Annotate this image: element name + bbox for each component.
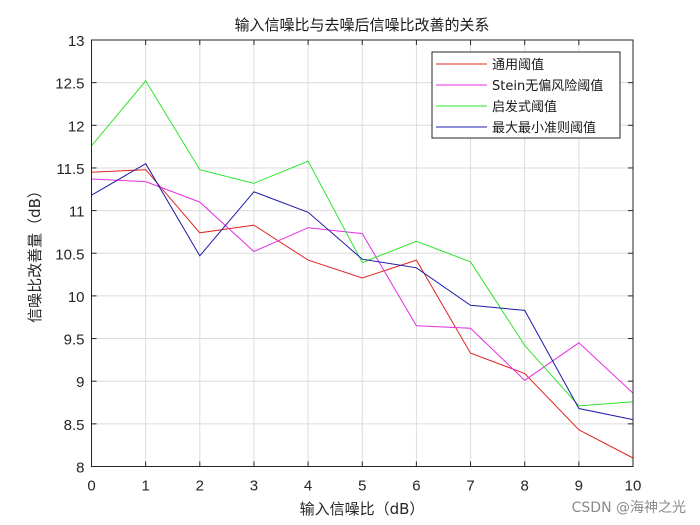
series-line-0 (91, 169, 634, 459)
legend-label: 通用阈值 (492, 57, 544, 73)
x-tick-label: 7 (466, 478, 474, 495)
x-tick-label: 9 (575, 478, 583, 495)
series-line-2 (91, 80, 634, 407)
x-tick-label: 1 (141, 478, 149, 495)
legend-label: Stein无偏风险阈值 (492, 78, 603, 94)
y-tick-label: 10.5 (55, 246, 84, 263)
y-tick-label: 9.5 (64, 332, 85, 349)
y-tick-labels: 8 8.5 9 9.5 10 10.5 11 11.5 12 12.5 13 (55, 33, 84, 477)
data-series (91, 80, 634, 459)
chart-title: 输入信噪比与去噪后信噪比改善的关系 (234, 16, 489, 34)
x-tick-label: 4 (304, 478, 312, 495)
x-tick-label: 2 (196, 478, 204, 495)
x-tick-labels: 0 1 2 3 4 5 6 7 8 9 10 (87, 478, 641, 495)
legend-label: 启发式阈值 (492, 99, 557, 115)
y-tick-label: 9 (76, 374, 84, 391)
watermark: CSDN @海神之光 (571, 500, 686, 516)
x-tick-label: 6 (412, 478, 420, 495)
legend-item: Stein无偏风险阈值 (436, 78, 603, 94)
y-tick-label: 13 (68, 33, 85, 50)
legend-item: 通用阈值 (436, 57, 544, 73)
series-line-1 (91, 178, 634, 394)
x-tick-label: 3 (250, 478, 258, 495)
y-tick-label: 11 (69, 204, 85, 221)
legend-item: 最大最小准则阈值 (436, 120, 596, 136)
series-line-3 (91, 163, 634, 421)
x-tick-label: 5 (358, 478, 366, 495)
y-axis-label: 信噪比改善量（dB） (26, 183, 44, 323)
y-tick-label: 8.5 (64, 417, 85, 434)
x-tick-label: 10 (625, 478, 642, 495)
y-tick-label: 12 (68, 118, 85, 135)
axis-ticks (91, 39, 634, 467)
y-tick-label: 12.5 (55, 76, 84, 93)
x-tick-label: 0 (87, 478, 95, 495)
legend-box (431, 51, 621, 139)
legend-item: 启发式阈值 (436, 99, 557, 115)
y-tick-label: 8 (76, 460, 84, 477)
x-axis-label: 输入信噪比（dB） (300, 500, 425, 518)
x-tick-label: 8 (521, 478, 529, 495)
y-tick-label: 11.5 (56, 161, 84, 178)
y-tick-label: 10 (68, 289, 85, 306)
legend-label: 最大最小准则阈值 (492, 120, 596, 136)
